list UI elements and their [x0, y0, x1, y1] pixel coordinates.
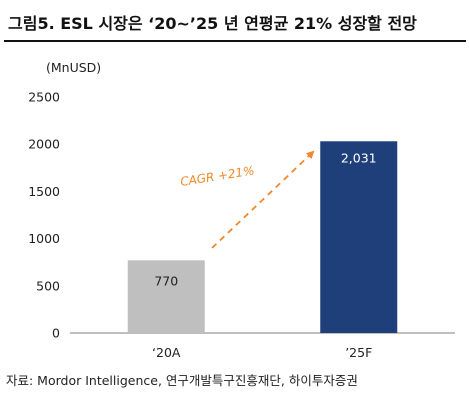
y-tick-label: 500 — [36, 278, 60, 293]
title-divider — [4, 40, 466, 42]
x-category-label: ’25F — [345, 345, 372, 360]
source-note: 자료: Mordor Intelligence, 연구개발특구진흥재단, 하이투… — [6, 373, 358, 388]
y-tick-label: 1000 — [28, 231, 60, 246]
cagr-label: CAGR +21% — [179, 163, 255, 189]
y-tick-label: 2500 — [28, 90, 60, 105]
y-axis-unit-label: (MnUSD) — [46, 60, 101, 75]
y-tick-label: 0 — [52, 326, 60, 341]
bar-value-label: 2,031 — [341, 150, 377, 165]
cagr-arrow — [211, 150, 315, 249]
x-category-label: ‘20A — [152, 345, 181, 360]
y-tick-label: 1500 — [28, 184, 60, 199]
cagr-annotation: CAGR +21% — [179, 150, 315, 249]
figure-title: 그림5. ESL 시장은 ‘20~’25 년 연평균 21% 성장할 전망 — [8, 14, 417, 33]
bars: 770 ‘20A 2,031 ’25F — [127, 141, 398, 360]
bar-20a — [127, 260, 205, 333]
bar-25f — [320, 141, 398, 333]
y-axis: 0 500 1000 1500 2000 2500 — [28, 90, 60, 341]
y-tick-label: 2000 — [28, 137, 60, 152]
bar-value-label: 770 — [154, 273, 178, 288]
